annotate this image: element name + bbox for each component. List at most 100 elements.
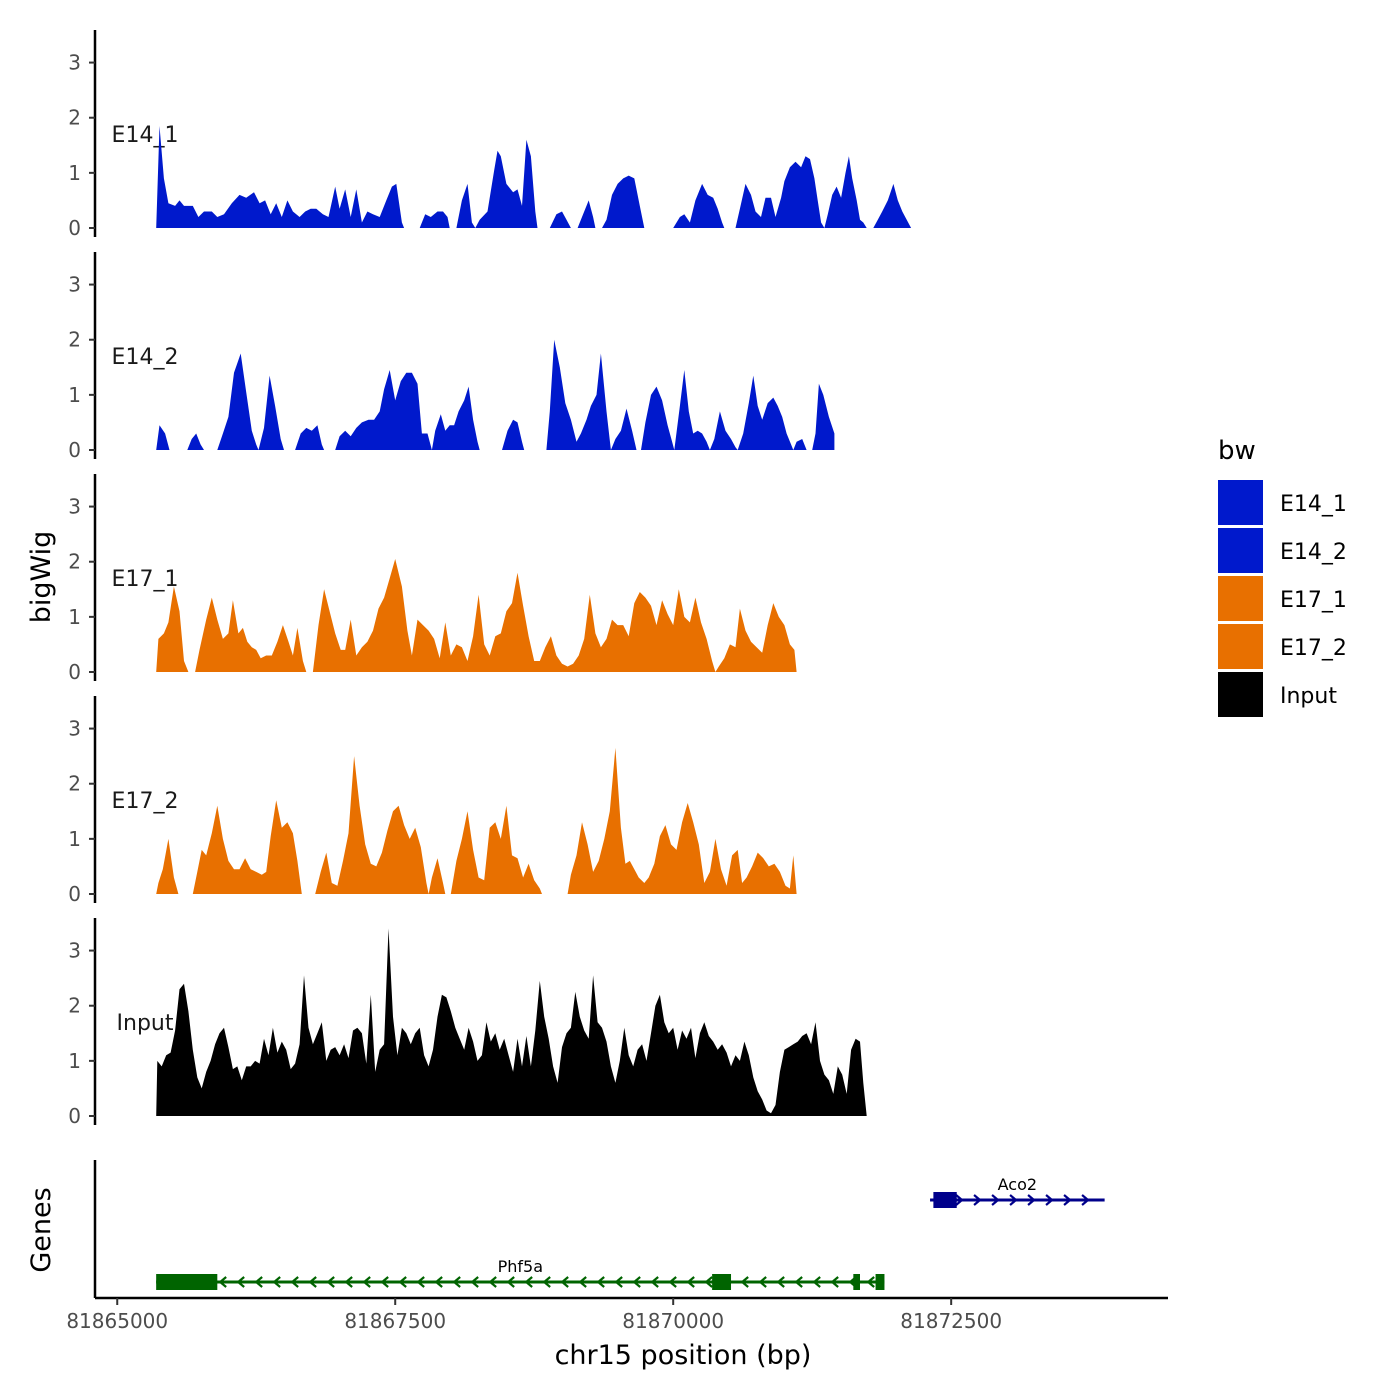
area-e17-2 <box>156 747 797 894</box>
y-tick-label: 2 <box>68 550 81 574</box>
legend: bw E14_1 E14_2 E17_1 E17_2 Input <box>1218 436 1347 717</box>
legend-title: bw <box>1218 436 1256 466</box>
y-tick-label: 1 <box>68 161 81 185</box>
strand-arrow <box>1081 1194 1090 1206</box>
strand-arrow <box>1063 1194 1072 1206</box>
strand-arrow <box>560 1276 569 1288</box>
strand-arrow <box>740 1276 749 1288</box>
x-axis: 81865000 81867500 81870000 81872500 <box>66 1296 1168 1333</box>
area-e17-1 <box>156 559 797 672</box>
y-tick-label: 2 <box>68 994 81 1018</box>
track-label-e17-1: E17_1 <box>112 567 179 592</box>
track-e17-2: 0 1 2 3 E17_2 <box>68 696 797 906</box>
strand-arrow <box>380 1276 389 1288</box>
track-label-e14-1: E14_1 <box>112 123 179 148</box>
strand-arrow <box>686 1276 695 1288</box>
y-tick-label: 1 <box>68 605 81 629</box>
y-tick-label: 0 <box>68 1104 81 1128</box>
strand-arrow <box>416 1276 425 1288</box>
track-input: 0 1 2 3 Input <box>68 918 867 1128</box>
legend-label-e17-1: E17_1 <box>1280 588 1347 613</box>
track-label-e17-2: E17_2 <box>112 789 179 814</box>
strand-arrow <box>434 1276 443 1288</box>
strand-arrow <box>524 1276 533 1288</box>
strand-arrow <box>704 1276 713 1288</box>
strand-arrow <box>758 1276 767 1288</box>
legend-swatch-e17-1 <box>1218 576 1263 621</box>
strand-arrow <box>326 1276 335 1288</box>
legend-label-e14-1: E14_1 <box>1280 492 1347 517</box>
strand-arrow <box>632 1276 641 1288</box>
y-tick-label: 2 <box>68 106 81 130</box>
strand-arrow <box>470 1276 479 1288</box>
strand-arrow <box>812 1276 821 1288</box>
strand-arrow <box>398 1276 407 1288</box>
strand-arrow <box>542 1276 551 1288</box>
area-input <box>156 928 867 1116</box>
strand-arrow <box>308 1276 317 1288</box>
legend-label-e17-2: E17_2 <box>1280 636 1347 661</box>
strand-arrow <box>1027 1194 1036 1206</box>
strand-arrow <box>614 1276 623 1288</box>
area-e14-2 <box>156 339 835 450</box>
exon <box>933 1192 957 1208</box>
y-tick-label: 0 <box>68 660 81 684</box>
strand-arrow <box>794 1276 803 1288</box>
strand-arrow <box>362 1276 371 1288</box>
strand-arrow <box>272 1276 281 1288</box>
track-label-e14-2: E14_2 <box>112 345 179 370</box>
strand-arrow <box>236 1276 245 1288</box>
exon <box>712 1274 732 1290</box>
gene-aco2: Aco2 <box>930 1175 1105 1208</box>
legend-swatch-input <box>1218 672 1263 717</box>
tracks-panel: 0 1 2 3 E14_1 0 1 2 3 E14_2 0 1 2 3 E17_1 0 1 2 3 E17_2 0 1 2 3… <box>68 30 912 1128</box>
gene-label-aco2: Aco2 <box>998 1175 1037 1194</box>
strand-arrow <box>1045 1194 1054 1206</box>
y-tick-label: 3 <box>68 717 81 741</box>
y-tick-label: 3 <box>68 51 81 75</box>
legend-swatch-e17-2 <box>1218 624 1263 669</box>
genes-axis-title: Genes <box>26 1187 57 1272</box>
strand-arrow <box>578 1276 587 1288</box>
strand-arrow <box>506 1276 515 1288</box>
strand-arrow <box>830 1276 839 1288</box>
x-tick-label: 81865000 <box>66 1309 168 1333</box>
strand-arrow <box>290 1276 299 1288</box>
track-e17-1: 0 1 2 3 E17_1 <box>68 474 797 684</box>
strand-arrow <box>955 1194 964 1206</box>
x-tick-label: 81872500 <box>900 1309 1002 1333</box>
track-label-input: Input <box>117 1011 174 1036</box>
strand-arrow <box>254 1276 263 1288</box>
exon <box>156 1274 218 1290</box>
exon <box>853 1274 860 1290</box>
y-tick-label: 3 <box>68 495 81 519</box>
y-tick-label: 3 <box>68 939 81 963</box>
y-tick-label: 1 <box>68 827 81 851</box>
legend-label-e14-2: E14_2 <box>1280 540 1347 565</box>
y-tick-label: 0 <box>68 438 81 462</box>
legend-label-input: Input <box>1280 684 1337 709</box>
x-tick-label: 81867500 <box>344 1309 446 1333</box>
track-e14-2: 0 1 2 3 E14_2 <box>68 252 835 462</box>
strand-arrow <box>488 1276 497 1288</box>
y-tick-label: 0 <box>68 882 81 906</box>
y-tick-label: 0 <box>68 216 81 240</box>
strand-arrow <box>866 1276 875 1288</box>
strand-arrow <box>650 1276 659 1288</box>
track-e14-1: 0 1 2 3 E14_1 <box>68 30 912 240</box>
area-e14-1 <box>156 126 912 228</box>
x-axis-title: chr15 position (bp) <box>555 1340 812 1371</box>
exon <box>875 1274 885 1290</box>
gene-phf5a: Phf5a <box>156 1257 885 1290</box>
x-tick-label: 81870000 <box>622 1309 724 1333</box>
strand-arrow <box>344 1276 353 1288</box>
strand-arrow <box>596 1276 605 1288</box>
y-tick-label: 1 <box>68 1049 81 1073</box>
legend-swatch-e14-2 <box>1218 528 1263 573</box>
strand-arrow <box>218 1276 227 1288</box>
gene-label-phf5a: Phf5a <box>498 1257 543 1276</box>
strand-arrow <box>668 1276 677 1288</box>
y-tick-label: 2 <box>68 328 81 352</box>
y-tick-label: 3 <box>68 273 81 297</box>
